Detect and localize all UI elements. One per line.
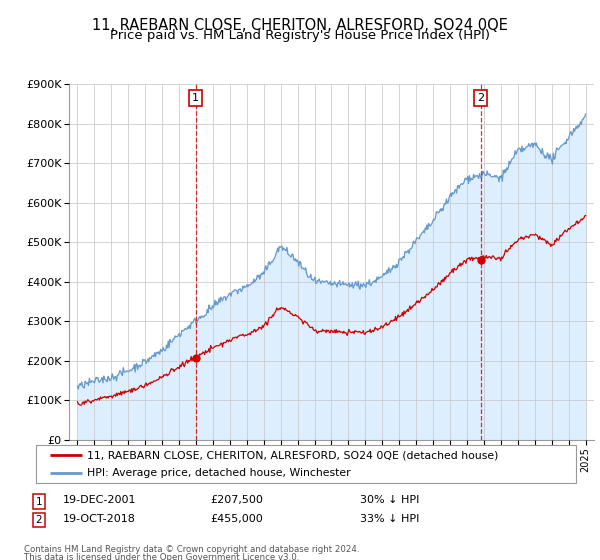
FancyBboxPatch shape [36,445,576,483]
Text: 2: 2 [477,93,484,103]
Text: 19-DEC-2001: 19-DEC-2001 [63,495,137,505]
Text: Price paid vs. HM Land Registry's House Price Index (HPI): Price paid vs. HM Land Registry's House … [110,29,490,42]
Text: 11, RAEBARN CLOSE, CHERITON, ALRESFORD, SO24 0QE (detached house): 11, RAEBARN CLOSE, CHERITON, ALRESFORD, … [88,450,499,460]
Text: HPI: Average price, detached house, Winchester: HPI: Average price, detached house, Winc… [88,468,351,478]
Text: 11, RAEBARN CLOSE, CHERITON, ALRESFORD, SO24 0QE: 11, RAEBARN CLOSE, CHERITON, ALRESFORD, … [92,18,508,33]
Text: 1: 1 [35,497,43,507]
Text: Contains HM Land Registry data © Crown copyright and database right 2024.: Contains HM Land Registry data © Crown c… [24,545,359,554]
Text: This data is licensed under the Open Government Licence v3.0.: This data is licensed under the Open Gov… [24,553,299,560]
Text: 2: 2 [35,515,43,525]
Text: 1: 1 [192,93,199,103]
Text: 19-OCT-2018: 19-OCT-2018 [63,514,136,524]
Text: £455,000: £455,000 [210,514,263,524]
Text: 30% ↓ HPI: 30% ↓ HPI [360,495,419,505]
Text: £207,500: £207,500 [210,495,263,505]
Text: 33% ↓ HPI: 33% ↓ HPI [360,514,419,524]
